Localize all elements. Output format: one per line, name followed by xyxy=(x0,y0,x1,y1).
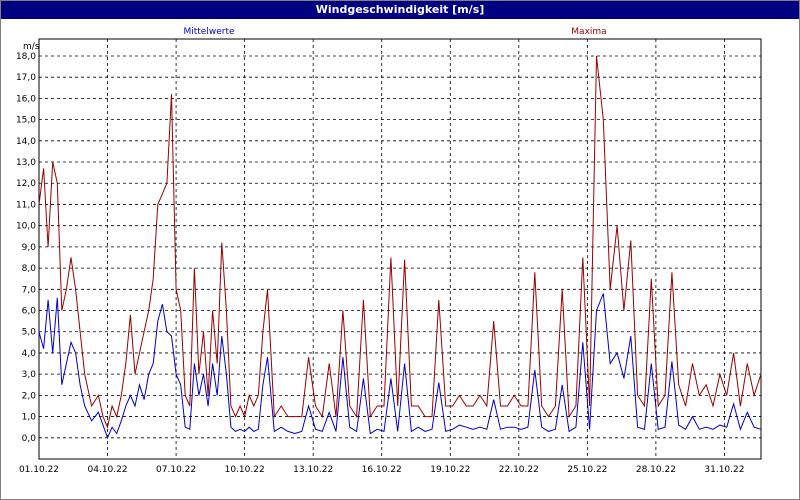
series-line-maxima xyxy=(38,55,762,429)
x-tick-label: 13.10.22 xyxy=(293,465,333,475)
x-axis-ticks: 01.10.22 04.10.22 07.10.22 10.10.22 13.10.22… xyxy=(19,465,745,475)
y-tick-label: 1,0 xyxy=(22,413,37,423)
plot-area xyxy=(38,38,762,460)
x-tick-label: 01.10.22 xyxy=(19,465,59,475)
x-tick-label: 19.10.22 xyxy=(430,465,470,475)
y-tick-label: 10,0 xyxy=(16,222,36,232)
wind-speed-chart: 0,0 1,0 2,0 3,0 4,0 5,0 6,0 7,0 8,0 9,0 10,0 11,0 12… xyxy=(16,27,762,475)
y-tick-label: 2,0 xyxy=(22,391,37,401)
legend-maxima: Maxima xyxy=(571,27,606,37)
x-tick-label: 10.10.22 xyxy=(225,465,265,475)
legend-mittelwerte: Mittelwerte xyxy=(183,27,234,37)
y-tick-label: 3,0 xyxy=(22,370,37,380)
y-tick-label: 15,0 xyxy=(16,116,36,126)
y-tick-label: 8,0 xyxy=(22,264,37,274)
y-tick-label: 7,0 xyxy=(22,285,37,295)
x-tick-label: 07.10.22 xyxy=(156,465,196,475)
series-layer xyxy=(38,55,762,440)
y-tick-label: 18,0 xyxy=(16,52,36,62)
y-tick-label: 17,0 xyxy=(16,73,36,83)
y-tick-label: 0,0 xyxy=(22,434,37,444)
x-tick-label: 16.10.22 xyxy=(362,465,402,475)
y-tick-label: 16,0 xyxy=(16,94,36,104)
y-tick-label: 11,0 xyxy=(16,200,36,210)
y-tick-label: 9,0 xyxy=(22,243,37,253)
x-tick-label: 04.10.22 xyxy=(88,465,128,475)
x-tick-label: 22.10.22 xyxy=(499,465,539,475)
grid-lines xyxy=(39,39,761,459)
x-tick-label: 28.10.22 xyxy=(636,465,676,475)
y-tick-label: 4,0 xyxy=(22,349,37,359)
window-title: Windgeschwindigkeit [m/s] xyxy=(1,1,799,19)
y-tick-label: 13,0 xyxy=(16,158,36,168)
y-tick-label: 5,0 xyxy=(22,328,37,338)
y-axis-ticks: 0,0 1,0 2,0 3,0 4,0 5,0 6,0 7,0 8,0 9,0 10,0 11,0 12… xyxy=(16,52,36,444)
x-tick-label: 25.10.22 xyxy=(567,465,607,475)
y-axis-label: m/s xyxy=(23,42,40,52)
x-tick-label: 31.10.22 xyxy=(704,465,744,475)
y-tick-label: 12,0 xyxy=(16,179,36,189)
y-tick-label: 6,0 xyxy=(22,307,37,317)
series-line-mittelwerte xyxy=(38,293,762,440)
y-tick-label: 14,0 xyxy=(16,137,36,147)
